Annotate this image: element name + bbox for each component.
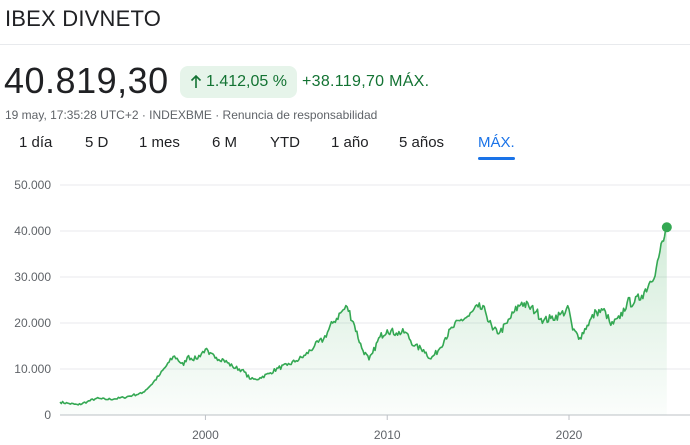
- price-area-fill: [60, 227, 667, 415]
- tab-1-mes[interactable]: 1 mes: [139, 134, 180, 151]
- page-title: IBEX DIVNETO: [5, 6, 162, 31]
- x-tick-label: 2000: [192, 428, 219, 442]
- header-divider: [0, 44, 690, 45]
- y-tick-label: 40.000: [14, 224, 51, 238]
- tab-6-m[interactable]: 6 M: [212, 134, 238, 151]
- tab-5-anos[interactable]: 5 años: [399, 134, 445, 151]
- y-tick-label: 10.000: [14, 362, 51, 376]
- price-chart[interactable]: 0 10.000 20.000 30.000 40.000 50.000 2000 2010…: [0, 170, 690, 445]
- arrow-up-icon: [190, 75, 202, 88]
- y-tick-label: 30.000: [14, 270, 51, 284]
- price-series-line: [59, 226, 668, 406]
- y-tick-label: 20.000: [14, 316, 51, 330]
- tab-1-ano[interactable]: 1 año: [331, 134, 369, 151]
- x-tick-label: 2020: [556, 428, 583, 442]
- percent-change-badge: 1.412,05 %: [180, 66, 297, 98]
- tab-ytd[interactable]: YTD: [270, 134, 300, 151]
- percent-change-value: 1.412,05 %: [206, 73, 287, 90]
- y-tick-label: 50.000: [14, 178, 51, 192]
- tab-5-d[interactable]: 5 D: [85, 134, 109, 151]
- x-tick-label: 2010: [374, 428, 401, 442]
- y-tick-label: 0: [44, 408, 51, 422]
- latest-price-point: [661, 222, 672, 233]
- tab-1-dia[interactable]: 1 día: [19, 134, 53, 151]
- tab-max[interactable]: MÁX.: [478, 134, 515, 160]
- quote-meta: 19 may, 17:35:28 UTC+2 · INDEXBME · Renu…: [5, 108, 378, 122]
- current-price: 40.819,30: [4, 60, 169, 101]
- range-tabs: 1 día 5 D 1 mes 6 M YTD 1 año 5 años MÁX…: [0, 134, 690, 164]
- absolute-change: +38.119,70 MÁX.: [302, 73, 430, 90]
